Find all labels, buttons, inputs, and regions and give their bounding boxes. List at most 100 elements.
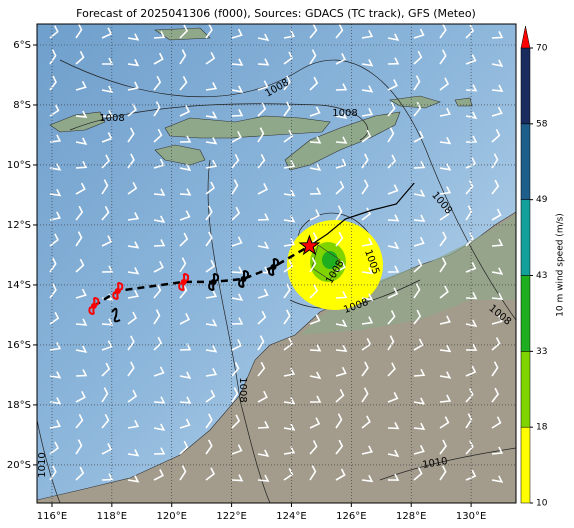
wind-barb <box>361 361 369 377</box>
wind-barb <box>491 361 499 377</box>
wind-barb <box>231 236 243 247</box>
wind-barb <box>49 49 57 65</box>
wind-barb <box>361 267 374 275</box>
x-tick-label: 118°E <box>97 511 127 522</box>
wind-barb <box>179 76 188 91</box>
wind-barb <box>153 283 162 299</box>
wind-barb <box>413 161 426 169</box>
wind-barb <box>231 28 243 39</box>
wind-barb <box>127 475 140 483</box>
wind-barb <box>231 109 244 117</box>
x-tick-label: 124°E <box>276 511 306 522</box>
wind-barb <box>205 467 216 481</box>
wind-barb <box>387 310 396 325</box>
wind-barb <box>49 134 62 143</box>
wind-barb <box>75 439 83 455</box>
wind-barb <box>361 445 373 455</box>
wind-barb <box>465 24 475 39</box>
wind-barb <box>413 283 421 299</box>
colorbar-segment <box>520 199 531 276</box>
wind-barb <box>413 236 425 247</box>
wind-barb <box>439 439 447 455</box>
wind-barb <box>309 187 322 195</box>
y-tick-label: 18°S <box>7 400 31 411</box>
wind-barb <box>283 29 295 39</box>
wind-barb <box>179 24 188 39</box>
wind-barb <box>179 105 191 117</box>
wind-barb <box>153 336 163 351</box>
wind-barb <box>179 188 192 196</box>
wind-barb <box>465 343 478 351</box>
wind-barb <box>361 293 374 301</box>
map-frame <box>36 23 517 504</box>
wind-barb <box>465 111 478 120</box>
wind-barb <box>127 241 140 249</box>
wind-barb <box>179 210 191 221</box>
wind-barb <box>257 310 267 325</box>
wind-barb <box>309 440 318 455</box>
wind-barb <box>179 343 192 351</box>
wind-barb <box>309 284 319 299</box>
wind-barb <box>153 128 163 143</box>
track-symbol <box>111 307 121 323</box>
wind-barb <box>101 340 113 351</box>
wind-barb <box>491 31 504 39</box>
track-point-center <box>90 302 97 309</box>
wind-barb <box>335 366 347 377</box>
isobar-label: 1008 <box>237 377 248 402</box>
wind-barb <box>179 257 187 273</box>
wind-barb <box>49 371 62 379</box>
wind-barb <box>153 366 165 377</box>
wind-barb <box>361 129 372 143</box>
map-title: Forecast of 2025041306 (f000), Sources: … <box>76 7 476 20</box>
wind-barb <box>465 413 473 429</box>
wind-barb <box>465 180 474 195</box>
wind-barb <box>439 371 452 379</box>
wind-barb <box>257 33 270 42</box>
wind-barb <box>75 51 85 65</box>
babar <box>454 97 473 107</box>
colorbar-tick-label: 33 <box>536 347 547 357</box>
wind-barb <box>335 136 348 144</box>
isobar-label: 1010 <box>37 452 48 477</box>
wind-barb <box>127 81 139 91</box>
isobar <box>69 103 369 141</box>
wind-barb <box>283 423 296 431</box>
wind-barb <box>101 85 114 94</box>
wind-barb <box>231 266 244 274</box>
wind-barb <box>309 106 321 117</box>
wind-barb <box>387 184 399 195</box>
wind-barb <box>75 231 83 247</box>
colorbar-tick-label: 18 <box>536 423 548 433</box>
wind-barb <box>361 415 371 429</box>
wind-barb <box>465 365 477 377</box>
wind-barb <box>205 289 218 299</box>
wind-barb <box>465 205 473 221</box>
colorbar-tick-label: 58 <box>536 119 548 129</box>
wind-barb <box>387 362 396 377</box>
wind-barb <box>75 160 88 169</box>
wind-barb <box>205 82 218 91</box>
wind-barb <box>309 209 320 221</box>
wind-barb <box>439 257 447 273</box>
colorbar-segment <box>520 275 531 352</box>
wind-barb <box>309 24 318 39</box>
wind-barb <box>283 101 291 117</box>
wind-barb <box>257 361 266 377</box>
colorbar-tick-label: 70 <box>536 44 548 54</box>
wind-barb <box>283 446 296 455</box>
wind-barb <box>439 107 451 117</box>
wind-barb <box>153 52 164 65</box>
wind-barb <box>49 233 59 247</box>
wind-barb <box>205 259 216 273</box>
wind-barb <box>413 50 423 65</box>
wind-barb <box>153 30 166 39</box>
wind-barb <box>439 231 447 247</box>
wind-barb <box>101 387 109 403</box>
wind-barb <box>231 58 244 66</box>
wind-barb <box>49 163 62 171</box>
wind-barb <box>335 413 343 429</box>
wind-barb <box>127 361 135 377</box>
